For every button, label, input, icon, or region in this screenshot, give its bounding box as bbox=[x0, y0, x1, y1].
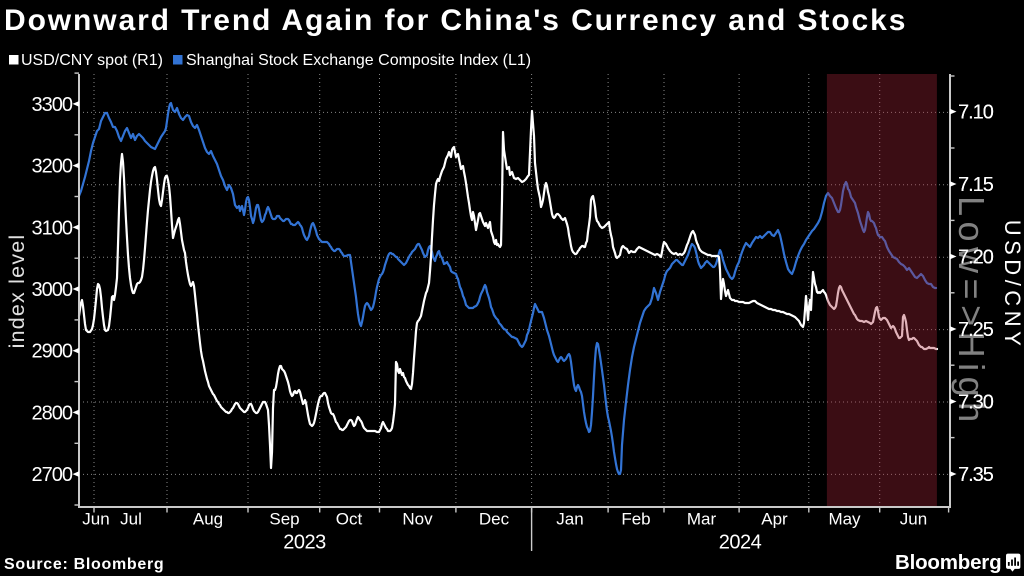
svg-text:2024: 2024 bbox=[719, 532, 762, 554]
svg-text:7.35: 7.35 bbox=[958, 464, 994, 486]
svg-text:Downward Trend Again for China: Downward Trend Again for China's Currenc… bbox=[4, 4, 907, 37]
svg-text:Nov: Nov bbox=[402, 510, 433, 529]
svg-text:Apr: Apr bbox=[761, 510, 788, 529]
svg-text:Source: Bloomberg: Source: Bloomberg bbox=[4, 556, 164, 573]
svg-text:USD/CNY spot (R1): USD/CNY spot (R1) bbox=[21, 52, 163, 69]
svg-text:7.15: 7.15 bbox=[958, 174, 994, 196]
svg-text:3000: 3000 bbox=[32, 279, 73, 301]
svg-text:May: May bbox=[828, 510, 861, 529]
svg-text:Mar: Mar bbox=[687, 510, 717, 529]
svg-text:7.30: 7.30 bbox=[958, 392, 994, 414]
svg-text:Aug: Aug bbox=[193, 510, 223, 529]
svg-text:Dec: Dec bbox=[479, 510, 510, 529]
svg-text:3200: 3200 bbox=[32, 156, 73, 178]
svg-text:7.10: 7.10 bbox=[958, 102, 994, 124]
svg-text:Bloomberg: Bloomberg bbox=[895, 551, 1001, 574]
svg-text:Low=>High: Low=>High bbox=[951, 196, 992, 428]
svg-text:Jan: Jan bbox=[556, 510, 583, 529]
svg-text:7.25: 7.25 bbox=[958, 319, 994, 341]
svg-text:2023: 2023 bbox=[283, 532, 326, 554]
svg-text:Jul: Jul bbox=[120, 510, 142, 529]
svg-text:2900: 2900 bbox=[32, 341, 73, 363]
svg-text:7.20: 7.20 bbox=[958, 247, 994, 269]
svg-text:3100: 3100 bbox=[32, 217, 73, 239]
svg-text:USD/CNY: USD/CNY bbox=[1000, 220, 1024, 351]
svg-text:Sep: Sep bbox=[269, 510, 299, 529]
svg-text:Jun: Jun bbox=[82, 510, 109, 529]
svg-text:2700: 2700 bbox=[32, 464, 73, 486]
svg-text:7.25: 7.25 bbox=[958, 319, 994, 341]
svg-text:3300: 3300 bbox=[32, 94, 73, 116]
svg-text:Jun: Jun bbox=[900, 510, 927, 529]
svg-text:7.20: 7.20 bbox=[958, 247, 994, 269]
svg-text:7.35: 7.35 bbox=[958, 464, 994, 486]
svg-text:7.30: 7.30 bbox=[958, 392, 994, 414]
svg-text:7.15: 7.15 bbox=[958, 174, 994, 196]
svg-text:Shanghai Stock Exchange Compos: Shanghai Stock Exchange Composite Index … bbox=[186, 52, 531, 69]
svg-text:Feb: Feb bbox=[621, 510, 650, 529]
svg-text:index level: index level bbox=[5, 234, 29, 349]
svg-text:2800: 2800 bbox=[32, 402, 73, 424]
svg-text:Oct: Oct bbox=[336, 510, 363, 529]
svg-text:7.10: 7.10 bbox=[958, 102, 994, 124]
